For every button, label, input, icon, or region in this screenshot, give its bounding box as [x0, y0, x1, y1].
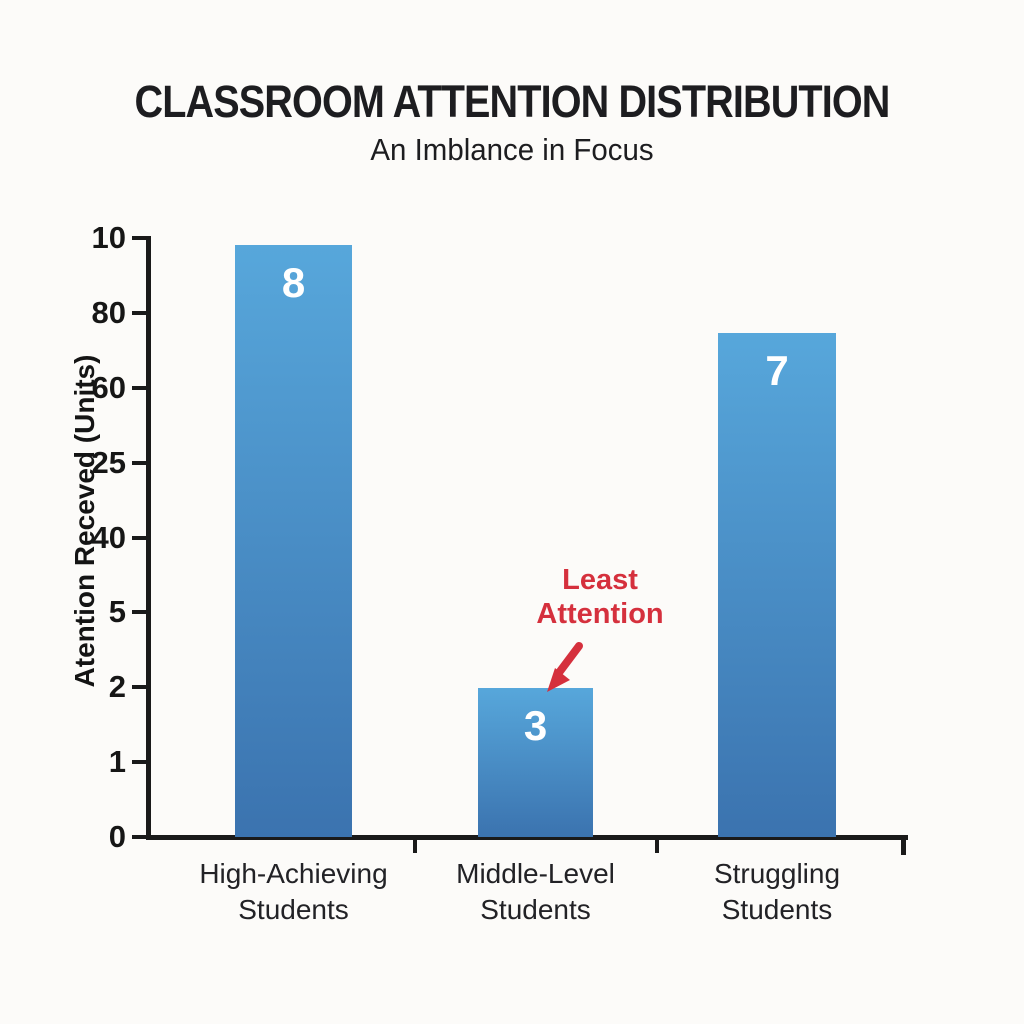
y-tick-mark	[132, 760, 147, 765]
x-tick-mark	[655, 838, 659, 853]
bar-value-label: 7	[765, 347, 789, 394]
y-tick-label: 1	[108, 744, 126, 780]
y-tick-label: 80	[91, 294, 126, 330]
y-tick-mark	[132, 310, 147, 315]
x-axis-end-tick	[901, 838, 906, 855]
y-tick-mark	[132, 685, 147, 690]
y-tick-mark	[132, 535, 147, 540]
y-tick-label: 10	[91, 220, 126, 255]
bar: 8	[235, 245, 352, 837]
y-tick-label: 2	[108, 669, 126, 705]
annotation-arrow-icon	[547, 642, 583, 692]
y-tick-label: 60	[91, 369, 126, 405]
y-tick-mark	[132, 385, 147, 390]
x-category-label: High-Achieving Students	[199, 858, 388, 925]
y-tick-label: 25	[91, 444, 126, 480]
y-axis-line	[146, 236, 151, 840]
x-tick-mark	[413, 838, 417, 853]
y-tick-mark	[132, 835, 147, 839]
x-axis-line	[146, 835, 908, 840]
x-category-label: Struggling Students	[713, 858, 841, 925]
bar: 7	[718, 333, 836, 837]
chart-title: CLASSROOM ATTENTION DISTRIBUTION	[134, 76, 890, 127]
annotation-label: Least Attention	[536, 564, 664, 630]
y-tick-label: 40	[91, 519, 126, 555]
x-category-label: Middle-Level Students	[456, 858, 615, 925]
y-tick-label: 0	[108, 819, 126, 854]
y-tick-label: 5	[108, 594, 126, 630]
chart-subtitle: An Imblance in Focus	[370, 132, 654, 167]
bar-value-label: 8	[281, 259, 306, 306]
y-tick-mark	[132, 610, 147, 615]
y-tick-mark	[132, 236, 147, 240]
bar-value-label: 3	[523, 702, 548, 749]
bar: 3	[478, 688, 593, 837]
y-tick-mark	[132, 460, 147, 465]
